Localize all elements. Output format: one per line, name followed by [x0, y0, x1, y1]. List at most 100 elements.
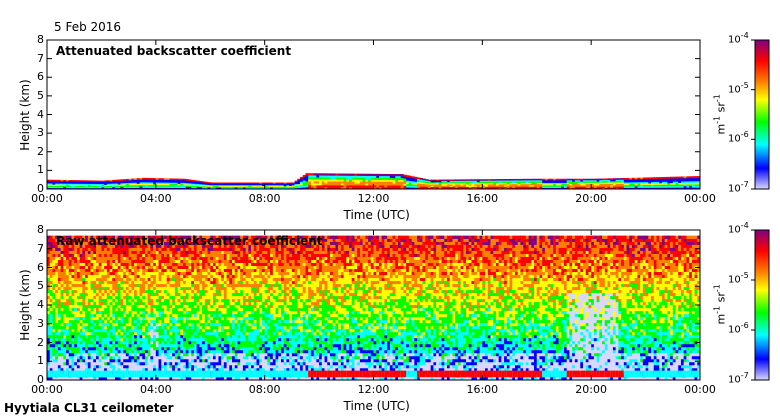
heatmap-cell	[368, 177, 372, 180]
heatmap-cell	[47, 180, 51, 183]
heatmap-cell	[653, 177, 657, 179]
heatmap-cell	[580, 178, 584, 181]
heatmap-cell	[150, 179, 154, 182]
heatmap-cell	[591, 185, 595, 187]
heatmap-cell	[615, 182, 619, 184]
heatmap-cell	[580, 185, 584, 187]
heatmap-cell	[381, 185, 385, 188]
heatmap-cell	[593, 183, 598, 186]
heatmap-cell	[210, 182, 214, 184]
heatmap-cell	[185, 185, 189, 187]
heatmap-cell	[289, 184, 293, 187]
heatmap-cell	[104, 186, 108, 189]
heatmap-cell	[387, 183, 391, 186]
heatmap-cell	[161, 183, 165, 186]
heatmap-cell	[400, 175, 404, 179]
heatmap-cell	[558, 185, 562, 187]
heatmap-cell	[509, 180, 513, 182]
heatmap-cell	[104, 184, 108, 187]
heatmap-cell	[427, 182, 432, 184]
heatmap-cell	[544, 185, 549, 187]
heatmap-cell	[395, 179, 399, 182]
heatmap-cell	[520, 178, 524, 181]
heatmap-cell	[319, 177, 323, 180]
heatmap-cell	[659, 187, 663, 190]
heatmap-cell	[653, 178, 657, 181]
heatmap-cell	[234, 186, 238, 188]
heatmap-cell	[359, 183, 364, 186]
heatmap-cell	[542, 186, 546, 189]
heatmap-cell	[490, 185, 494, 187]
heatmap-cell	[109, 186, 113, 189]
heatmap-cell	[618, 183, 622, 186]
heatmap-cell	[460, 186, 464, 189]
heatmap-cell	[261, 185, 266, 187]
heatmap-cell	[626, 182, 630, 184]
heatmap-cell	[174, 178, 179, 181]
heatmap-cell	[226, 182, 230, 184]
heatmap-cell	[223, 184, 228, 186]
heatmap-cell	[302, 182, 306, 185]
heatmap-cell	[553, 182, 557, 185]
heatmap-cell	[425, 185, 429, 187]
heatmap-cell	[474, 186, 478, 189]
heatmap-cell	[479, 179, 483, 181]
heatmap-cell	[544, 186, 549, 189]
heatmap-cell	[302, 175, 306, 178]
heatmap-cell	[308, 183, 312, 186]
heatmap-cell	[525, 186, 530, 189]
heatmap-cell	[147, 184, 151, 187]
heatmap-cell	[218, 186, 222, 188]
heatmap-cell	[370, 177, 374, 180]
heatmap-cell	[74, 186, 78, 189]
heatmap-cell	[659, 183, 663, 185]
heatmap-cell	[623, 178, 628, 180]
heatmap-cell	[572, 183, 576, 186]
heatmap-cell	[264, 187, 268, 189]
heatmap-cell	[389, 177, 394, 180]
heatmap-cell	[406, 175, 410, 178]
heatmap-cell	[555, 180, 560, 182]
heatmap-cell	[71, 182, 75, 184]
heatmap-cell	[136, 179, 141, 182]
heatmap-cell	[406, 183, 410, 186]
heatmap-cell	[98, 182, 102, 185]
heatmap-cell	[615, 183, 619, 186]
heatmap-cell	[169, 178, 173, 181]
heatmap-cell	[256, 187, 260, 189]
heatmap-cell	[631, 182, 636, 184]
heatmap-cell	[634, 179, 638, 181]
heatmap-cell	[267, 187, 271, 189]
heatmap-cell	[593, 182, 598, 185]
heatmap-cell	[338, 181, 342, 184]
heatmap-cell	[52, 184, 56, 186]
heatmap-cell	[408, 185, 413, 188]
heatmap-cell	[49, 185, 53, 187]
heatmap-cell	[180, 183, 184, 186]
heatmap-cell	[487, 186, 491, 189]
heatmap-cell	[482, 180, 486, 182]
heatmap-cell	[164, 178, 168, 180]
heatmap-cell	[626, 187, 630, 190]
heatmap-cell	[242, 183, 247, 185]
heatmap-cell	[329, 177, 334, 180]
heatmap-cell	[329, 179, 334, 182]
heatmap-cell	[463, 184, 467, 186]
heatmap-cell	[648, 180, 652, 183]
heatmap-cell	[155, 180, 160, 183]
heatmap-cell	[280, 184, 285, 187]
heatmap-cell	[599, 182, 603, 185]
heatmap-cell	[441, 183, 445, 185]
heatmap-cell	[629, 183, 633, 186]
heatmap-cell	[623, 179, 628, 182]
heatmap-cell	[324, 177, 328, 180]
heatmap-cell	[591, 183, 595, 186]
heatmap-cell	[308, 181, 312, 184]
heatmap-cell	[615, 187, 619, 190]
heatmap-cell	[166, 185, 170, 187]
heatmap-cell	[446, 181, 451, 184]
heatmap-cell	[561, 186, 565, 189]
heatmap-cell	[596, 185, 600, 187]
heatmap-cell	[436, 180, 440, 183]
heatmap-cell	[332, 183, 336, 186]
